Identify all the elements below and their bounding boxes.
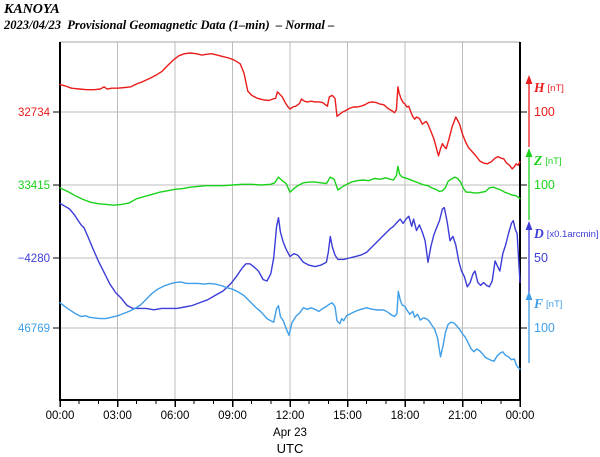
x-tick-label: 12:00	[276, 410, 305, 422]
x-tick-label: 03:00	[103, 410, 132, 422]
Z-scale-arrowhead-icon	[525, 148, 533, 157]
x-tick-label: 15:00	[333, 410, 362, 422]
F-scale-arrowhead-icon	[525, 291, 533, 300]
station-name: KANOYA	[4, 2, 60, 17]
Z-scale-value-label: 100	[534, 178, 555, 192]
D-scale-arrowhead-icon	[525, 221, 533, 230]
D-curve	[59, 202, 521, 311]
x-tick-label: 09:00	[218, 410, 247, 422]
x-axis-utc-label: UTC	[277, 441, 304, 456]
D-scale-value-label: 50	[534, 251, 548, 265]
x-tick-label: 21:00	[448, 410, 477, 422]
F-base-value-label: 46769	[18, 323, 50, 335]
H-series-label: H [nT]	[533, 80, 564, 95]
x-tick-label: 06:00	[161, 410, 190, 422]
Z-curve	[59, 165, 521, 206]
chart-subtitle: 2023/04/23 Provisional Geomagnetic Data …	[4, 18, 335, 32]
x-tick-label: 00:00	[506, 410, 535, 422]
H-base-value-label: 32734	[18, 107, 51, 119]
H-scale-value-label: 100	[534, 105, 555, 119]
x-tick-label: 18:00	[391, 410, 420, 422]
Z-base-value-label: 33415	[18, 180, 50, 192]
H-curve	[59, 52, 521, 170]
D-base-value-label: −4280	[18, 253, 50, 265]
F-scale-value-label: 100	[534, 321, 555, 335]
H-scale-arrowhead-icon	[525, 75, 533, 84]
F-curve	[59, 281, 521, 370]
F-series-label: F [nT]	[533, 296, 562, 311]
x-axis-date-label: Apr 23	[273, 427, 307, 439]
x-tick-label: 00:00	[46, 410, 75, 422]
Z-series-label: Z [nT]	[533, 153, 562, 168]
D-series-label: D [x0.1arcmin]	[533, 226, 599, 241]
